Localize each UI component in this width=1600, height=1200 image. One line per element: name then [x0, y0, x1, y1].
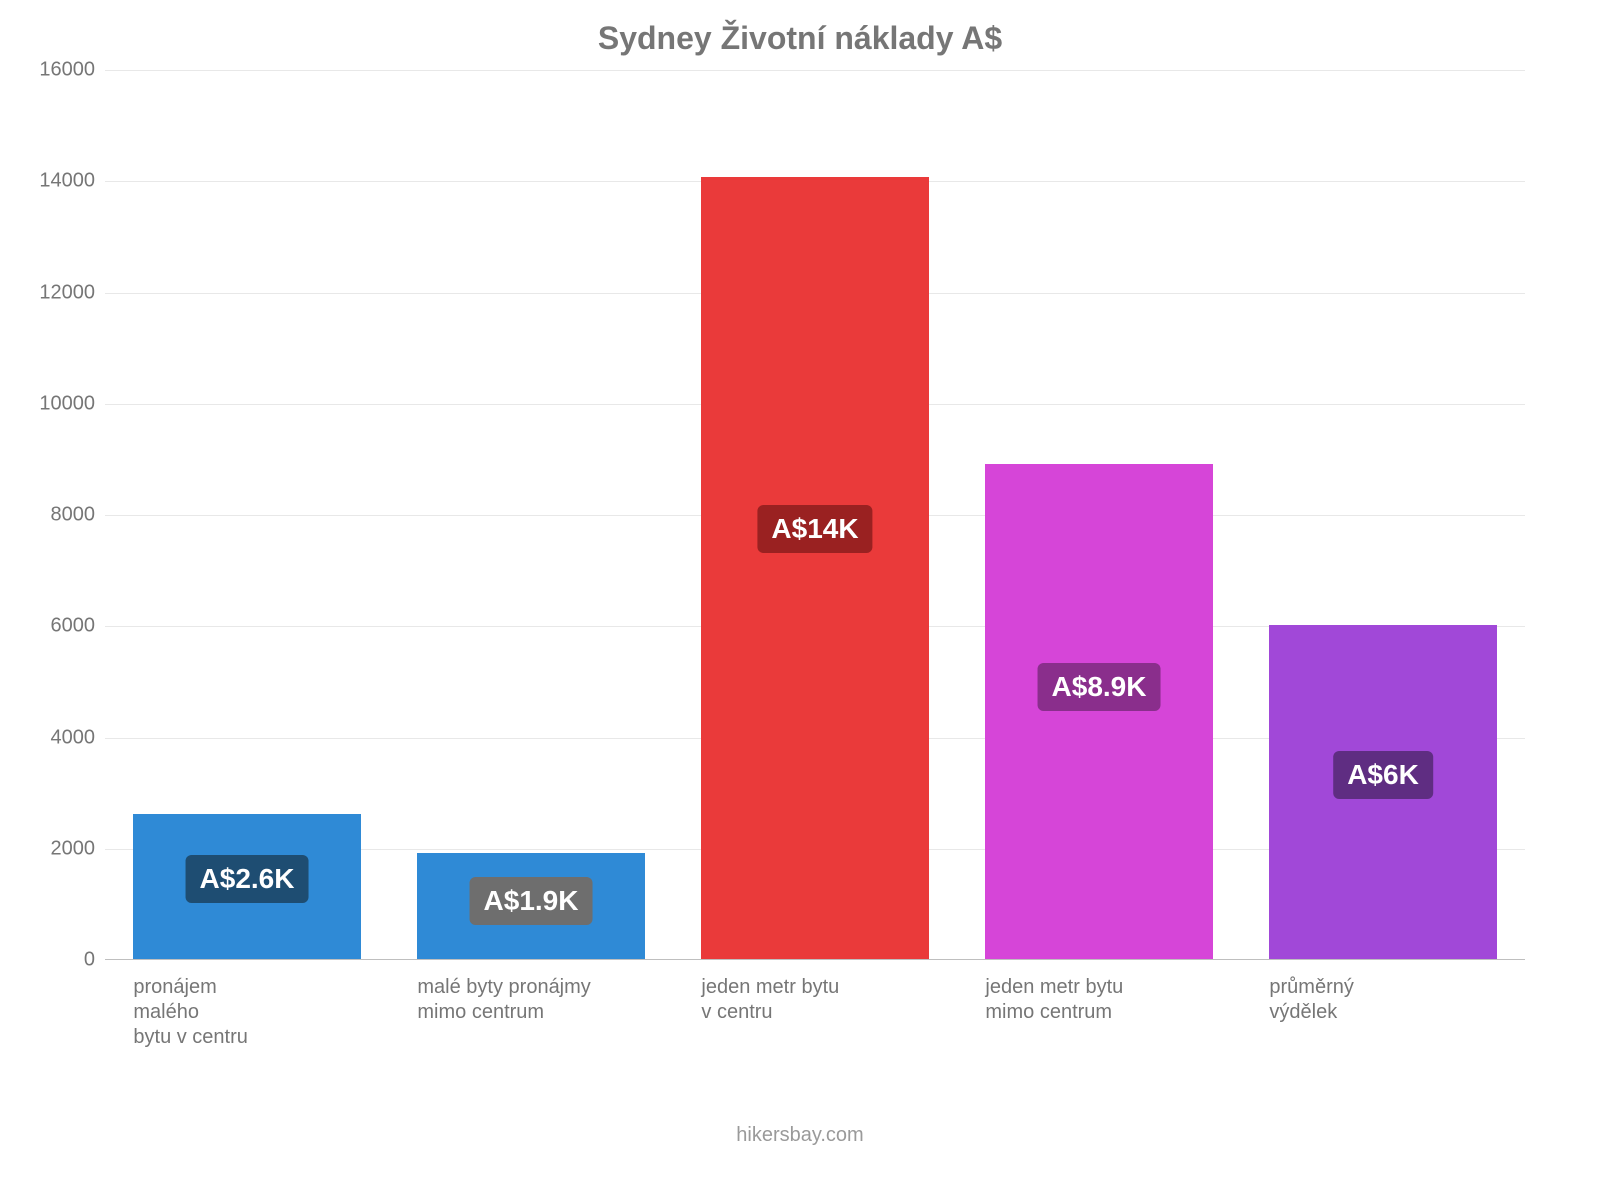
y-tick-label: 4000	[51, 726, 106, 749]
plot-area: 0200040006000800010000120001400016000A$2…	[105, 70, 1525, 960]
x-tick-label: jeden metr bytu v centru	[701, 959, 928, 1025]
y-tick-label: 6000	[51, 615, 106, 638]
y-tick-label: 16000	[39, 59, 105, 82]
value-badge: A$6K	[1333, 751, 1433, 799]
x-tick-label: malé byty pronájmy mimo centrum	[417, 959, 644, 1025]
gridline	[105, 70, 1525, 71]
value-badge: A$1.9K	[470, 877, 593, 925]
x-tick-label: průměrný výdělek	[1269, 959, 1496, 1025]
chart-footer: hikersbay.com	[0, 1124, 1600, 1147]
bar	[701, 177, 928, 959]
y-tick-label: 2000	[51, 837, 106, 860]
value-badge: A$8.9K	[1038, 663, 1161, 711]
x-tick-label: pronájem malého bytu v centru	[133, 959, 360, 1050]
y-tick-label: 12000	[39, 281, 105, 304]
chart-title: Sydney Životní náklady A$	[0, 20, 1600, 57]
value-badge: A$2.6K	[186, 855, 309, 903]
y-tick-label: 10000	[39, 392, 105, 415]
y-tick-label: 8000	[51, 504, 106, 527]
y-tick-label: 0	[84, 949, 105, 972]
x-tick-label: jeden metr bytu mimo centrum	[985, 959, 1212, 1025]
chart-container: Sydney Životní náklady A$ 02000400060008…	[0, 0, 1600, 1200]
value-badge: A$14K	[757, 505, 872, 553]
y-tick-label: 14000	[39, 170, 105, 193]
bar	[985, 464, 1212, 959]
